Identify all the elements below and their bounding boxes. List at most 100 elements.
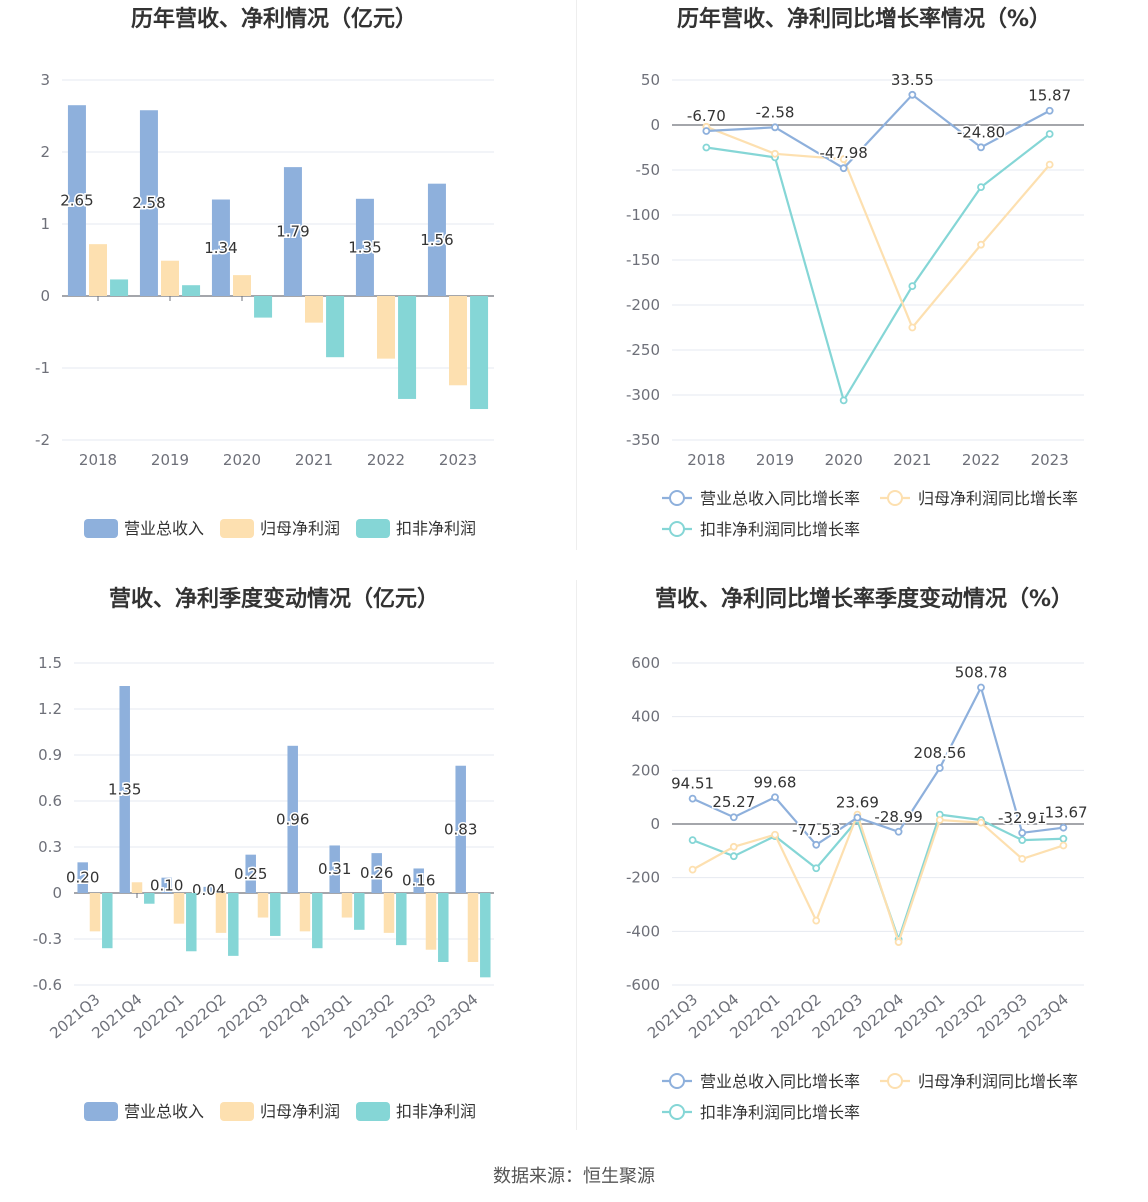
bar-deducted-profit <box>480 893 491 978</box>
quarterly-growth-chart: 营收、净利同比增长率季度变动情况（%） 600 400 200 0 -200 -400 -60… <box>626 586 1089 1122</box>
bar-deducted-profit <box>438 893 449 962</box>
annual-amount-chart: 历年营收、净利情况（亿元） 3 2 1 0 -1 -2 2018 2019 2020 2021 202… <box>35 6 494 538</box>
series-point <box>839 155 848 164</box>
series-point <box>771 123 779 132</box>
series-point <box>688 794 697 803</box>
bar-net-profit <box>467 893 479 962</box>
x-tick-label: 2023 <box>1031 451 1069 469</box>
series-point <box>729 813 738 822</box>
bar-value-label: 0.25 <box>234 865 267 883</box>
bar-value-label: 0.20 <box>66 869 99 887</box>
series-point <box>908 323 917 332</box>
series-point <box>702 127 711 135</box>
point-value-label: 508.78 <box>955 663 1008 681</box>
annual-growth-chart: 历年营收、净利同比增长率情况（%） 50 0 -50 -100 -150 -200 -250 -… <box>626 6 1084 539</box>
bar-value-label: 1.56 <box>420 231 453 249</box>
bar-revenue <box>203 886 214 893</box>
series-point <box>977 240 985 249</box>
legend-circle-symbol <box>887 1073 903 1089</box>
bar-net-profit <box>425 893 437 950</box>
point-value-label: 25.27 <box>712 793 755 811</box>
bar-deducted-profit <box>398 296 417 399</box>
x-tick-label: 2021 <box>893 451 931 469</box>
series-point <box>688 836 697 845</box>
series-line-net-profit <box>705 125 1051 330</box>
y-tick-label: -600 <box>626 976 660 994</box>
legend-swatch <box>220 1102 254 1121</box>
y-tick-label: 50 <box>641 71 660 89</box>
bar-revenue <box>371 853 382 893</box>
bar-value-label: 0.96 <box>276 810 309 828</box>
bar-deducted-profit <box>102 893 113 949</box>
y-tick-label: -0.6 <box>33 976 62 994</box>
legend-swatch <box>84 519 118 538</box>
legend-label: 归母净利润同比增长率 <box>918 1072 1078 1091</box>
bar-net-profit <box>299 893 311 932</box>
bar-value-label: 1.34 <box>204 239 237 257</box>
series-line-revenue <box>706 93 1051 170</box>
x-tick-label: 2020 <box>825 451 863 469</box>
bar-deducted-profit <box>312 893 323 949</box>
bar-revenue <box>77 862 88 893</box>
bar-net-profit <box>131 882 143 893</box>
bar-deducted-profit <box>110 279 129 296</box>
bar-net-profit <box>215 893 227 933</box>
series-point <box>1045 106 1054 115</box>
x-tick-label: 2020 <box>223 451 261 469</box>
quarterly-amount-chart: 营收、净利季度变动情况（亿元）1.51.20.90.60.30-0.3-0.62… <box>33 586 494 1121</box>
point-value-label: -13.67 <box>1039 804 1087 822</box>
y-tick-label: 0 <box>650 815 660 833</box>
legend-swatch <box>220 519 254 538</box>
point-value-label: 23.69 <box>836 794 879 812</box>
bar-value-label: 1.35 <box>108 781 141 799</box>
y-tick-label: -2 <box>35 431 50 449</box>
bar-net-profit <box>449 296 467 386</box>
bar-net-profit <box>383 893 395 933</box>
bar-net-profit <box>89 893 101 932</box>
series-point <box>977 818 985 827</box>
y-tick-label: 0 <box>650 116 660 134</box>
point-value-label: -24.80 <box>957 123 1005 141</box>
y-tick-label: 0 <box>40 287 50 305</box>
y-tick-label: -100 <box>626 206 660 224</box>
bar-value-label: 0.26 <box>360 864 393 882</box>
bar-revenue <box>427 183 446 296</box>
series-point <box>894 827 903 836</box>
y-tick-label: 1.5 <box>38 654 62 672</box>
x-tick-label: 2019 <box>756 451 794 469</box>
point-value-label: 15.87 <box>1028 87 1071 105</box>
series-point <box>908 282 917 291</box>
bar-revenue <box>413 868 424 893</box>
legend-label: 归母净利润同比增长率 <box>918 489 1078 508</box>
series-point <box>812 864 821 873</box>
x-tick-label: 2021 <box>295 451 333 469</box>
chart-title: 历年营收、净利同比增长率情况（%） <box>677 6 1051 32</box>
y-tick-label: -350 <box>626 431 660 449</box>
legend-label: 归母净利润 <box>260 1102 340 1121</box>
x-tick-label: 2019 <box>151 451 189 469</box>
bar-value-label: 0.83 <box>444 820 477 838</box>
bar-net-profit <box>233 275 251 296</box>
y-tick-label: -150 <box>626 251 660 269</box>
y-tick-label: -1 <box>35 359 50 377</box>
y-tick-label: -200 <box>626 869 660 887</box>
point-value-label: 33.55 <box>891 71 934 89</box>
series-line-net-profit <box>692 811 1064 946</box>
point-value-label: -32.91 <box>998 809 1046 827</box>
legend-swatch <box>84 1102 118 1121</box>
bar-deducted-profit <box>354 893 365 930</box>
bar-revenue <box>67 105 86 296</box>
series-point <box>894 938 903 946</box>
y-tick-label: 3 <box>40 71 50 89</box>
series-point <box>771 149 779 158</box>
y-tick-label: 1 <box>40 215 50 233</box>
y-tick-label: 400 <box>631 708 660 726</box>
bar-value-label: 0.31 <box>318 860 351 878</box>
series-point <box>771 830 779 839</box>
legend-label: 营业总收入 <box>124 1102 204 1121</box>
legend-circle-symbol <box>669 1104 685 1120</box>
y-tick-label: -50 <box>636 161 661 179</box>
series-point <box>977 683 985 692</box>
series-point <box>702 143 711 152</box>
series-point <box>839 164 848 173</box>
